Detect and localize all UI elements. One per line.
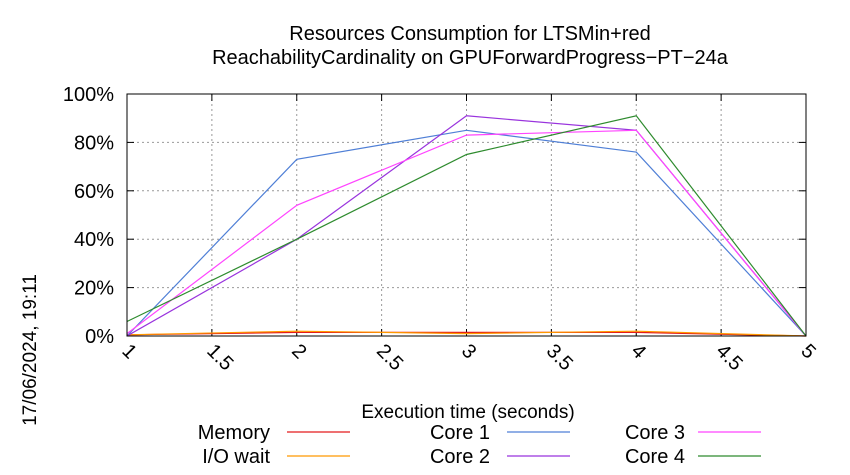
timestamp-label: 17/06/2024, 19:11 <box>20 274 41 426</box>
y-tick-label: 0% <box>85 326 114 348</box>
grid <box>127 94 806 336</box>
x-tick-label: 2 <box>287 340 310 363</box>
legend-label-core-2: Core 2 <box>430 446 490 468</box>
legend-label-core-4: Core 4 <box>625 446 685 468</box>
x-tick-label: 1 <box>117 340 140 363</box>
y-tick-label: 20% <box>74 278 114 300</box>
y-tick-label: 80% <box>74 132 114 154</box>
y-tick-label: 60% <box>74 181 114 203</box>
series-lines <box>126 115 807 337</box>
y-tick-label: 40% <box>74 229 114 251</box>
legend-label-core-1: Core 1 <box>430 422 490 444</box>
x-tick-label: 3.5 <box>542 340 577 375</box>
chart-title-line2: ReachabilityCardinality on GPUForwardPro… <box>212 47 729 69</box>
series-line-core-4 <box>126 115 807 337</box>
x-tick-label: 4.5 <box>712 340 747 375</box>
series-line-i-o-wait <box>126 330 807 337</box>
x-tick-label: 5 <box>796 340 819 363</box>
x-tick-label: 2.5 <box>372 340 407 375</box>
legend-label-memory: Memory <box>198 422 270 444</box>
x-axis-label: Execution time (seconds) <box>361 402 574 423</box>
x-tick-label: 3 <box>457 340 480 363</box>
series-line-memory <box>126 331 807 337</box>
series-line-core-1 <box>126 129 807 337</box>
legend-label-core-3: Core 3 <box>625 422 685 444</box>
y-tick-label: 100% <box>63 84 114 106</box>
chart-title-line1: Resources Consumption for LTSMin+red <box>289 23 650 45</box>
x-tick-label: 4 <box>627 340 650 363</box>
series-line-core-3 <box>126 129 807 337</box>
legend-label-i-o-wait: I/O wait <box>202 446 270 468</box>
plot-frame <box>126 93 807 337</box>
y-axis-ticks: 0% 20% 40% 60% 80% 100% <box>63 84 806 348</box>
x-tick-label: 1.5 <box>202 340 237 375</box>
